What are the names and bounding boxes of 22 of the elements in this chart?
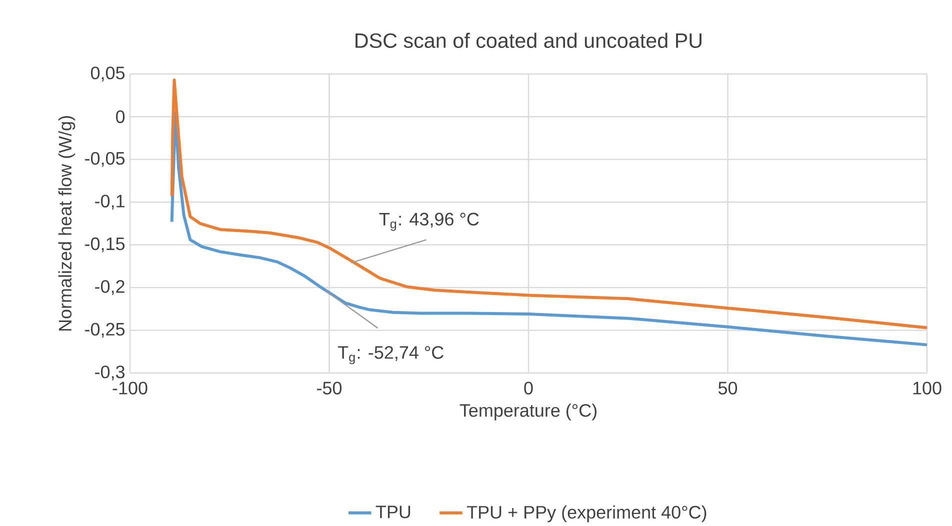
y-tick-label: -0,15 (85, 237, 125, 252)
annotation: T$_{g}$: 43,96 °C (379, 212, 479, 231)
line-series (170, 110, 928, 346)
y-tick-label: -0,25 (85, 322, 125, 338)
x-tick-label: 0 (524, 382, 533, 394)
x-tick-label: 100 (913, 382, 942, 394)
y-tick-label: 0,05 (90, 66, 125, 82)
y-tick-label: 0 (116, 110, 125, 124)
y-tick-label: -0,1 (95, 194, 124, 210)
line-series (170, 78, 928, 330)
legend-label: TPU (376, 506, 410, 518)
x-tick-label: 50 (718, 382, 738, 394)
x-axis-title: Temperature (°C) (460, 404, 596, 420)
y-tick-label: -0,2 (95, 280, 124, 296)
chart-title: DSC scan of coated and uncoated PU (356, 32, 702, 48)
x-tick-label: -100 (112, 382, 148, 394)
x-tick-label: -50 (317, 382, 342, 394)
y-tick-label: -0,3 (95, 366, 125, 380)
legend-label: TPU + PPy (experiment 40°C) (466, 505, 706, 522)
annotation: T$_{g}$: -52,74 °C (338, 346, 444, 364)
y-tick-label: -0,05 (85, 152, 125, 167)
y-axis-title: Normalized heat flow (W/g) (58, 116, 76, 331)
